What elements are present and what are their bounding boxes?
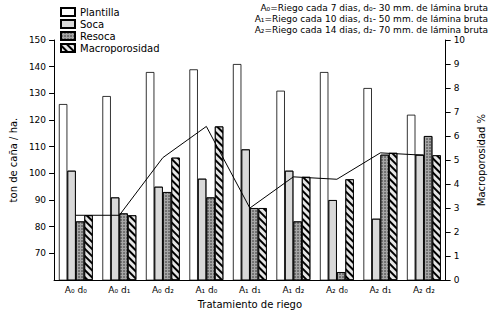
svg-text:10: 10	[454, 35, 466, 45]
svg-text:6: 6	[454, 131, 460, 141]
svg-text:7: 7	[454, 107, 460, 117]
svg-text:80: 80	[35, 222, 47, 232]
svg-text:A₂ d₁: A₂ d₁	[369, 285, 391, 295]
svg-text:140: 140	[29, 62, 46, 72]
svg-text:A₁ d₂: A₁ d₂	[282, 285, 304, 295]
svg-text:A₂ d₂: A₂ d₂	[413, 285, 435, 295]
svg-text:150: 150	[29, 35, 46, 45]
svg-text:Tratamiento de riego: Tratamiento de riego	[197, 299, 302, 310]
svg-text:A₁=Riego cada 10 dias, d₁- 50: A₁=Riego cada 10 dias, d₁- 50 mm. de lám…	[255, 14, 488, 24]
svg-text:5: 5	[454, 155, 460, 165]
svg-text:9: 9	[454, 59, 460, 69]
svg-text:A₁ d₀: A₁ d₀	[195, 285, 217, 295]
svg-text:Resoca: Resoca	[80, 31, 116, 42]
svg-text:8: 8	[454, 83, 460, 93]
svg-text:A₀ d₀: A₀ d₀	[65, 285, 87, 295]
svg-text:Plantilla: Plantilla	[80, 7, 120, 18]
svg-text:3: 3	[454, 203, 460, 213]
svg-text:A₀ d₂: A₀ d₂	[152, 285, 174, 295]
svg-text:A₀ d₁: A₀ d₁	[108, 285, 130, 295]
svg-text:130: 130	[29, 88, 46, 98]
svg-text:4: 4	[454, 179, 460, 189]
svg-text:A₂ d₀: A₂ d₀	[326, 285, 348, 295]
svg-text:90: 90	[35, 195, 47, 205]
svg-text:Soca: Soca	[80, 19, 104, 30]
svg-text:A₀=Riego cada 7 dias, d₀- 30 m: A₀=Riego cada 7 dias, d₀- 30 mm. de lámi…	[260, 3, 488, 13]
svg-text:A₂=Riego cada 14 dias, d₂- 70: A₂=Riego cada 14 dias, d₂- 70 mm. de lám…	[255, 25, 488, 35]
svg-text:2: 2	[454, 227, 460, 237]
svg-text:120: 120	[29, 115, 46, 125]
svg-text:100: 100	[29, 168, 46, 178]
svg-text:Macroporosidad: Macroporosidad	[80, 43, 160, 54]
svg-text:ton de caña / ha.: ton de caña / ha.	[8, 118, 19, 203]
svg-text:0: 0	[454, 275, 460, 285]
svg-text:110: 110	[29, 142, 46, 152]
svg-text:70: 70	[35, 248, 47, 258]
svg-text:1: 1	[454, 251, 460, 261]
svg-text:Macroporosidad %: Macroporosidad %	[476, 114, 487, 206]
svg-text:A₁ d₁: A₁ d₁	[239, 285, 261, 295]
